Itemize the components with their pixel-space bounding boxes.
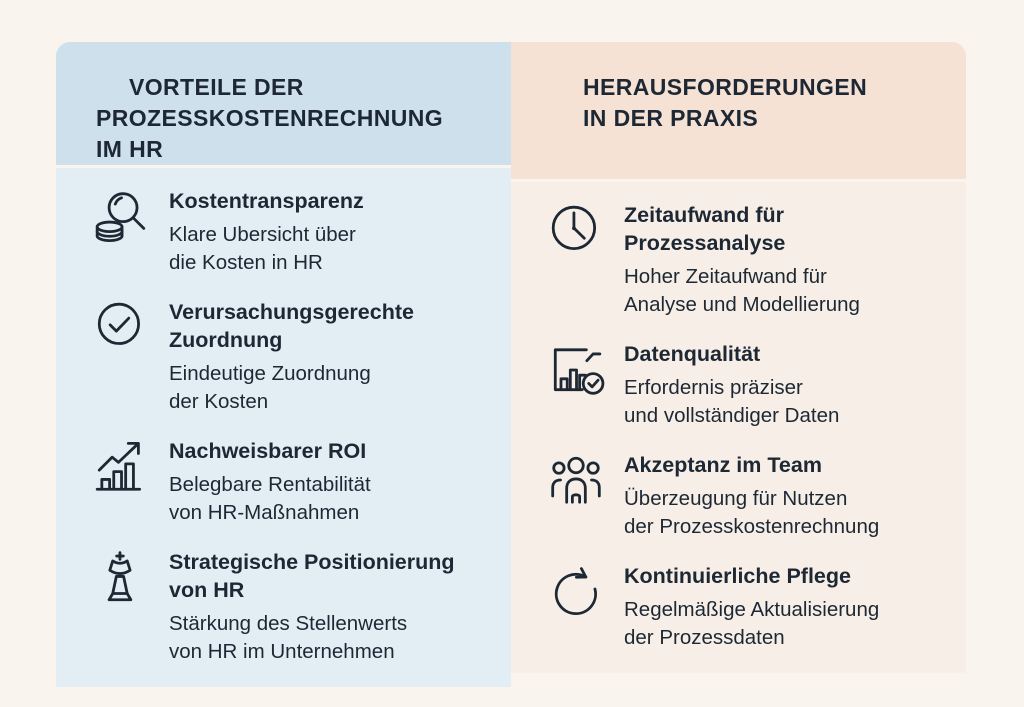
check-circle-icon <box>92 298 152 357</box>
item-title: Nachweisbarer ROI <box>169 439 367 463</box>
list-item: Kontinuierliche Pflege Regelmäßige Aktua… <box>547 562 952 652</box>
item-title: Kostentransparenz <box>169 189 364 213</box>
item-desc: Eindeutige Zuordnung der Kosten <box>169 362 371 413</box>
clock-icon <box>547 201 607 260</box>
item-title: Akzeptanz im Team <box>624 453 822 477</box>
list-item: Zeitaufwand für Prozessanalyse Hoher Zei… <box>547 201 952 319</box>
item-desc: Hoher Zeitaufwand für Analyse und Modell… <box>624 265 860 316</box>
refresh-icon <box>547 562 607 621</box>
magnifier-coins-icon <box>92 187 152 246</box>
column-vorteile-body: Kostentransparenz Klare Ubersicht über d… <box>56 168 511 687</box>
growth-chart-icon <box>92 437 152 496</box>
item-title: Datenqualität <box>624 342 761 366</box>
item-desc: Stärkung des Stellenwerts von HR im Unte… <box>169 612 408 663</box>
list-item: Verursachungsgerechte Zuordnung Eindeuti… <box>92 298 497 416</box>
column-herausforderungen-body: Zeitaufwand für Prozessanalyse Hoher Zei… <box>511 182 966 673</box>
item-desc: Belegbare Rentabilität von HR-Maßnahmen <box>169 473 371 524</box>
team-icon <box>547 451 607 510</box>
list-item: Akzeptanz im Team Überzeugung für Nutzen… <box>547 451 952 541</box>
list-item: Datenqualität Erfordernis präziser und v… <box>547 340 952 430</box>
item-title: Verursachungsgerechte Zuordnung <box>169 300 414 352</box>
list-item: Strategische Positionierung von HR Stärk… <box>92 548 497 666</box>
item-title: Strategische Positionierung von HR <box>169 550 455 602</box>
item-title: Kontinuierliche Pflege <box>624 564 851 588</box>
item-title: Zeitaufwand für Prozessanalyse <box>624 203 786 255</box>
item-desc: Überzeugung für Nutzen der Prozesskosten… <box>624 487 880 538</box>
list-item: Nachweisbarer ROI Belegbare Rentabilität… <box>92 437 497 527</box>
chess-king-icon <box>92 548 152 607</box>
data-quality-icon <box>547 340 607 399</box>
item-desc: Klare Ubersicht über die Kosten in HR <box>169 223 356 274</box>
column-herausforderungen-header: HERAUSFORDERUNGEN IN DER PRAXIS <box>511 42 966 179</box>
list-item: Kostentransparenz Klare Ubersicht über d… <box>92 187 497 277</box>
column-vorteile: VORTEILE DER PROZESSKOSTENRECHNUNG IM HR <box>56 42 511 687</box>
column-herausforderungen: HERAUSFORDERUNGEN IN DER PRAXIS Zeitaufw… <box>511 42 966 673</box>
item-desc: Erfordernis präziser und vollständiger D… <box>624 376 840 427</box>
comparison-card: VORTEILE DER PROZESSKOSTENRECHNUNG IM HR <box>56 42 966 687</box>
item-desc: Regelmäßige Aktualisierung der Prozessda… <box>624 598 880 649</box>
column-vorteile-header: VORTEILE DER PROZESSKOSTENRECHNUNG IM HR <box>56 42 511 165</box>
